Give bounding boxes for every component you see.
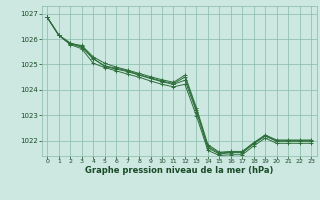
X-axis label: Graphe pression niveau de la mer (hPa): Graphe pression niveau de la mer (hPa)	[85, 166, 273, 175]
